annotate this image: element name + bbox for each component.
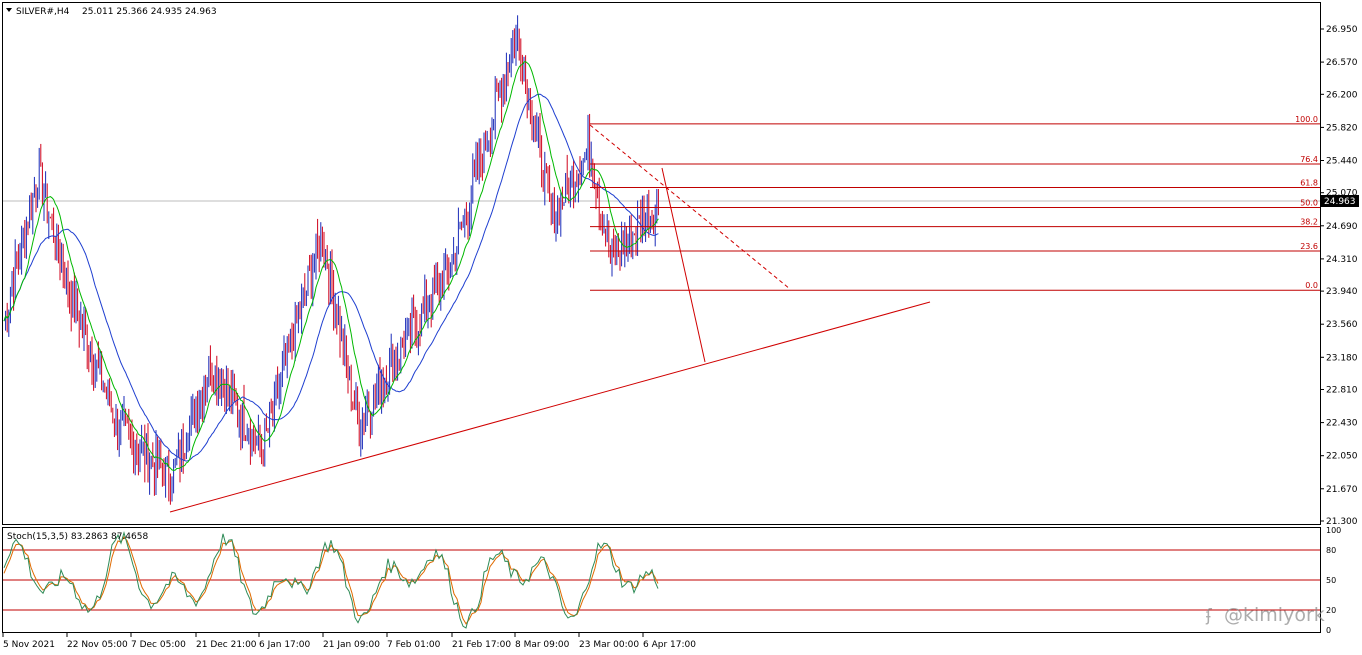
time-tick-label: 23 Mar 00:00: [579, 640, 639, 650]
main-pane-border: [2, 2, 1321, 525]
time-tick-label: 7 Feb 01:00: [387, 640, 441, 650]
ascending-trendline[interactable]: [169, 301, 931, 513]
price-tick-label: 24.690: [1326, 222, 1358, 232]
fib-level-label: 50.0: [1300, 199, 1318, 208]
ohlc-label: 25.011 25.366 24.935 24.963: [82, 7, 217, 17]
fib-diagonal-dashed[interactable]: [589, 124, 791, 290]
price-tick-label: 21.300: [1326, 517, 1358, 527]
current-price-value: 24.963: [1324, 197, 1356, 207]
drawings[interactable]: [169, 124, 931, 513]
price-tick-label: 23.180: [1326, 353, 1358, 363]
stoch-axis: 100 80 50 20 0: [1326, 526, 1341, 635]
price-tick-label: 25.440: [1326, 156, 1358, 166]
stoch-label: Stoch(15,3,5) 83.2863 87.4658: [7, 532, 148, 542]
stoch-tick-label: 0: [1326, 626, 1331, 635]
ma-slow-line: [3, 93, 659, 462]
stoch-pane-border: [2, 527, 1321, 633]
price-tick-label: 22.810: [1326, 386, 1358, 396]
watermark-text: @kimiyork: [1224, 604, 1325, 626]
watermark: ʄ @kimiyork: [1205, 604, 1325, 626]
fib-level-label: 23.6: [1300, 242, 1318, 251]
time-tick-label: 21 Dec 21:00: [196, 640, 257, 650]
chart-header: SILVER#,H4 25.011 25.366 24.935 24.963: [6, 7, 217, 17]
stoch-tick-label: 100: [1326, 526, 1341, 535]
ma-fast-line: [3, 61, 659, 471]
price-tick-label: 25.820: [1326, 123, 1358, 133]
price-tick-label: 23.560: [1326, 320, 1358, 330]
time-tick-label: 6 Apr 17:00: [643, 640, 696, 650]
time-tick-label: 21 Feb 17:00: [452, 640, 511, 650]
projection-line[interactable]: [661, 167, 706, 363]
stoch-levels: [3, 549, 1320, 611]
stoch-main-line: [3, 530, 659, 629]
fib-level-label: 61.8: [1300, 178, 1318, 187]
current-price-box: [1321, 195, 1359, 207]
time-tick-label: 22 Nov 05:00: [67, 640, 128, 650]
price-tick-label: 26.200: [1326, 90, 1358, 100]
frame: [2, 2, 1321, 633]
stoch-tick-label: 50: [1326, 576, 1336, 585]
stoch-tick-label: 80: [1326, 546, 1336, 555]
time-tick-label: 6 Jan 17:00: [259, 640, 311, 650]
time-tick-label: 7 Dec 05:00: [131, 640, 186, 650]
time-tick-label: 8 Mar 09:00: [515, 640, 570, 650]
price-tick-label: 26.950: [1326, 25, 1358, 35]
stoch-signal-line: [3, 536, 659, 625]
price-tick-label: 25.070: [1326, 189, 1358, 199]
symbol-label: SILVER#,H4: [16, 7, 70, 17]
fibonacci-retracement[interactable]: 100.0 76.4 61.8 50.0 38.2 23.6 0.0: [590, 115, 1320, 291]
price-tick-label: 22.430: [1326, 419, 1358, 429]
price-tick-label: 22.050: [1326, 452, 1358, 462]
watermark-icon: ʄ: [1205, 606, 1213, 626]
stoch-tick-label: 20: [1326, 606, 1336, 615]
fib-level-label: 38.2: [1300, 218, 1318, 227]
candles: [5, 15, 659, 505]
price-tick-label: 21.670: [1326, 485, 1358, 495]
fib-level-label: 0.0: [1305, 281, 1318, 290]
price-tick-label: 26.570: [1326, 58, 1358, 68]
current-price-tag: 24.963: [1321, 195, 1359, 207]
fib-level-label: 100.0: [1295, 115, 1318, 124]
price-axis: 26.950 26.570 26.200 25.820 25.440 25.070 24.6…: [1320, 25, 1358, 527]
price-tick-label: 23.940: [1326, 287, 1358, 297]
dropdown-triangle-icon[interactable]: [6, 8, 12, 12]
price-tick-label: 24.310: [1326, 255, 1358, 265]
time-tick-label: 21 Jan 09:00: [323, 640, 380, 650]
time-tick-label: 5 Nov 2021: [3, 640, 55, 650]
fib-level-label: 76.4: [1300, 155, 1318, 164]
time-axis: 5 Nov 2021 22 Nov 05:00 7 Dec 05:00 21 Dec …: [2, 633, 696, 650]
